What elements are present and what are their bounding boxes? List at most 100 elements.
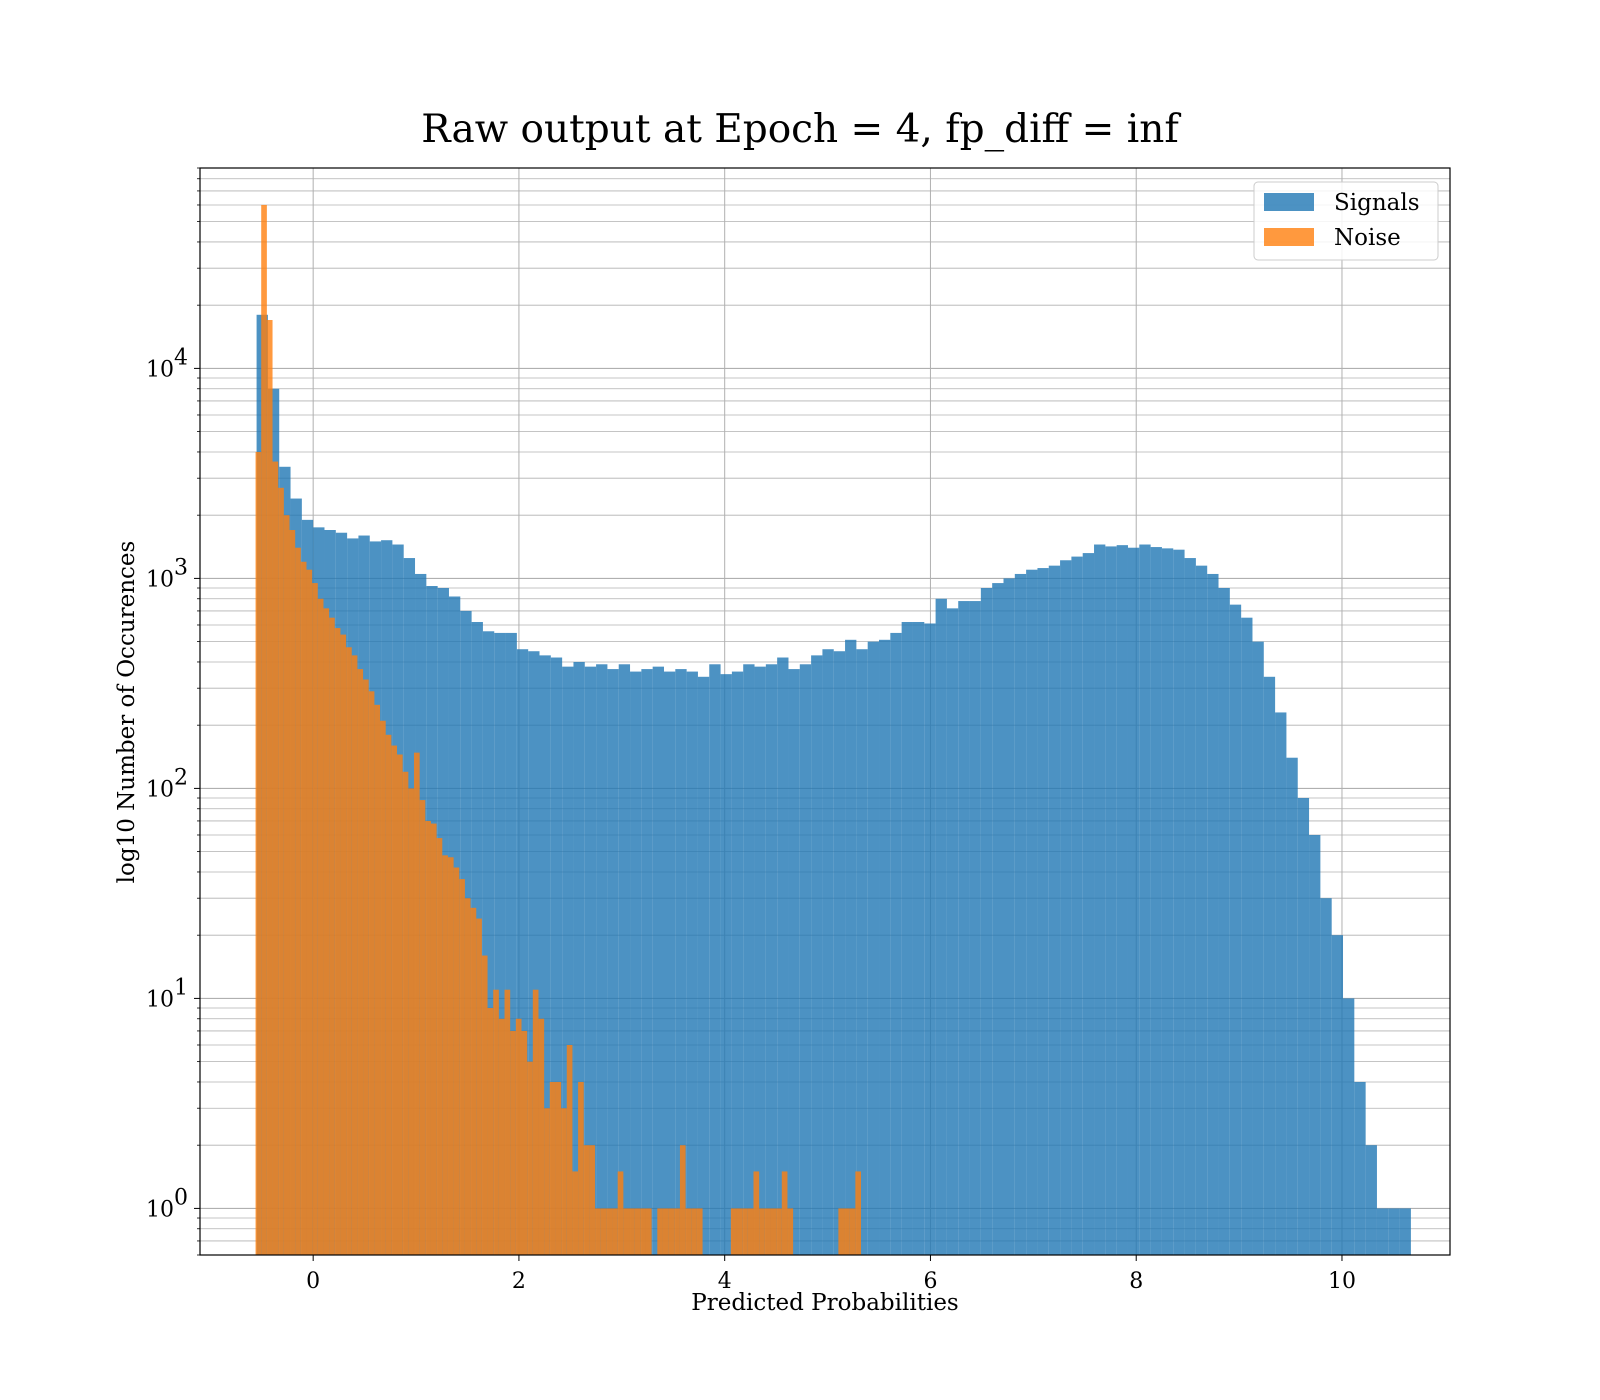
- histogram-bar-signals: [1014, 573, 1027, 1255]
- histogram-bar-noise: [617, 1171, 624, 1255]
- legend-swatch-signals: [1264, 193, 1314, 211]
- histogram-bar-noise: [430, 823, 437, 1255]
- histogram-bar-noise: [397, 754, 403, 1255]
- y-tick-label: 10: [146, 1197, 174, 1222]
- histogram-bar-signals: [867, 641, 880, 1255]
- histogram-bar-noise: [283, 515, 290, 1255]
- histogram-bar-signals: [482, 631, 495, 1255]
- histogram-bar-noise: [770, 1208, 777, 1255]
- plot-frame: [199, 167, 1451, 1256]
- histogram-bar-noise: [764, 1208, 771, 1255]
- histogram-bar-noise: [357, 669, 364, 1255]
- histogram-bar-noise: [521, 1030, 528, 1255]
- histogram-bar-noise: [566, 1044, 573, 1255]
- histogram-bar-signals: [652, 666, 664, 1255]
- histogram-bar-noise: [391, 745, 398, 1255]
- histogram-bar-noise: [538, 1018, 545, 1255]
- histogram-bar-signals: [618, 664, 631, 1255]
- histogram-bar-noise: [317, 598, 324, 1255]
- histogram-bar-noise: [380, 720, 386, 1255]
- histogram-bar-signals: [550, 657, 563, 1255]
- histogram-bar-noise: [623, 1208, 630, 1255]
- histogram-bar-noise: [696, 1208, 703, 1255]
- histogram-bar-noise: [634, 1208, 641, 1255]
- histogram-bar-signals: [901, 621, 913, 1255]
- histogram-bar-noise: [447, 857, 454, 1255]
- y-tick-label: 10: [146, 777, 174, 802]
- legend-label-noise: Noise: [1334, 225, 1401, 251]
- histogram-bar-signals: [731, 671, 744, 1255]
- histogram-bar-signals: [1139, 544, 1151, 1255]
- histogram-bar-signals: [675, 669, 687, 1255]
- histogram-bar-noise: [402, 771, 409, 1255]
- histogram-bar-signals: [697, 676, 710, 1255]
- histogram-bar-signals: [1116, 545, 1128, 1255]
- histogram-bar-signals: [1060, 560, 1072, 1255]
- histogram-bar-signals: [1161, 548, 1174, 1255]
- histogram-bar-noise: [674, 1208, 680, 1255]
- histogram-bar-signals: [777, 657, 789, 1255]
- legend-label-signals: Signals: [1334, 190, 1420, 216]
- histogram-bar-signals: [596, 664, 608, 1255]
- histogram-bar-signals: [1195, 565, 1208, 1255]
- histogram-bar-noise: [759, 1208, 765, 1255]
- histogram-bar-noise: [334, 628, 341, 1255]
- histogram-bar-noise: [691, 1208, 697, 1255]
- x-tick-label: 10: [1328, 1269, 1356, 1294]
- histogram-bar-signals: [980, 588, 993, 1255]
- histogram-bar-noise: [510, 1030, 516, 1255]
- histogram-bar-noise: [481, 955, 488, 1255]
- histogram-bar-noise: [787, 1208, 794, 1255]
- histogram-bar-signals: [1399, 1208, 1411, 1255]
- histogram-bar-signals: [573, 661, 585, 1255]
- histogram-bar-noise: [385, 734, 392, 1255]
- histogram-bar-noise: [589, 1145, 596, 1255]
- histogram-bar-signals: [879, 639, 891, 1255]
- histogram-bar-signals: [1150, 547, 1162, 1255]
- histogram-bar-noise: [747, 1208, 754, 1255]
- histogram-bar-signals: [912, 621, 925, 1255]
- histogram-bar-signals: [1354, 1081, 1366, 1255]
- y-tick-exponent: 2: [174, 765, 188, 790]
- histogram-bar-signals: [1218, 588, 1230, 1255]
- histogram-bar-signals: [1388, 1208, 1400, 1255]
- histogram-bar-noise: [532, 989, 539, 1255]
- histogram-bar-signals: [1071, 556, 1083, 1255]
- histogram-bar-noise: [640, 1208, 646, 1255]
- histogram-bar-noise: [470, 907, 477, 1255]
- histogram-bar-noise: [781, 1171, 788, 1255]
- histogram-bar-noise: [272, 461, 279, 1256]
- histogram-bar-noise: [662, 1208, 669, 1255]
- histogram-bar-noise: [776, 1208, 782, 1255]
- histogram-bar-signals: [935, 598, 947, 1255]
- histogram-bar-noise: [453, 867, 460, 1255]
- histogram-bar-signals: [1048, 565, 1061, 1255]
- x-tick-label: 8: [1129, 1269, 1143, 1294]
- histogram-bar-signals: [1207, 573, 1219, 1255]
- histogram-bar-noise: [300, 561, 307, 1255]
- x-tick-label: 2: [512, 1269, 526, 1294]
- legend-swatch-noise: [1264, 228, 1314, 246]
- histogram-bar-signals: [1184, 558, 1196, 1255]
- histogram-bar-signals: [539, 655, 551, 1255]
- histogram-bar-noise: [459, 879, 465, 1255]
- histogram-bar-signals: [516, 649, 529, 1255]
- histogram-bar-signals: [788, 669, 800, 1255]
- histogram-bar-noise: [351, 655, 358, 1255]
- histogram-bar-noise: [255, 451, 262, 1256]
- histogram-bar-noise: [679, 1145, 686, 1255]
- histogram-bar-noise: [838, 1208, 845, 1255]
- histogram-bar-signals: [765, 664, 778, 1255]
- histogram-bar-noise: [600, 1208, 607, 1255]
- y-tick-exponent: 4: [174, 345, 188, 370]
- histogram-bar-signals: [1127, 547, 1140, 1255]
- histogram-bar-signals: [1026, 569, 1038, 1255]
- histogram-bar-signals: [1105, 546, 1117, 1255]
- histogram-bar-noise: [413, 752, 420, 1255]
- histogram-bar-noise: [493, 989, 499, 1255]
- histogram-bar-noise: [498, 1018, 505, 1255]
- histogram-bar-noise: [629, 1208, 635, 1255]
- histogram-bar-noise: [425, 820, 431, 1255]
- x-axis-label: Predicted Probabilities: [691, 1290, 959, 1316]
